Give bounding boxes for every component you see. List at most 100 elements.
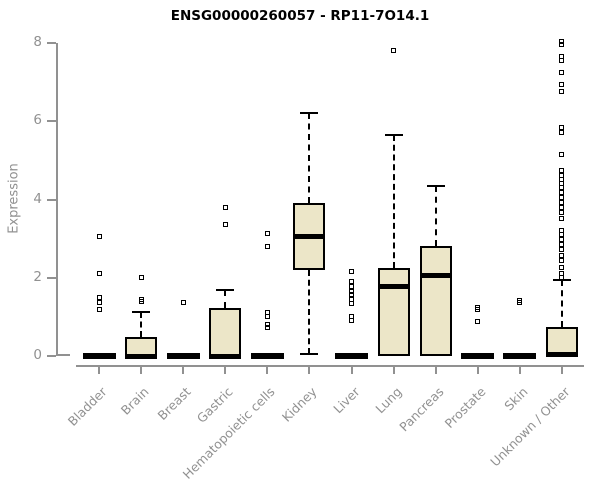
median-unknown-other: [545, 351, 578, 357]
outlier-point-unknown-other: [559, 167, 565, 173]
x-axis-tick: [98, 365, 100, 374]
outlier-point-lung: [391, 48, 397, 54]
upper-whisker-pancreas: [434, 185, 437, 246]
y-axis-foot: [56, 354, 70, 356]
median-brain: [125, 353, 158, 359]
x-axis-tick: [434, 365, 437, 374]
outlier-point-bladder: [96, 271, 102, 277]
outlier-point-unknown-other: [559, 200, 565, 206]
outlier-point-unknown-other: [559, 124, 565, 130]
outlier-point-unknown-other: [559, 241, 565, 247]
upper-whisker-unknown-other: [560, 279, 563, 327]
lower-whisker-cap-kidney: [300, 353, 319, 356]
upper-whisker-lung: [392, 134, 395, 268]
outlier-point-bladder: [96, 307, 102, 313]
outlier-point-unknown-other: [559, 275, 565, 281]
outlier-point-prostate: [475, 319, 481, 325]
median-gastric: [209, 353, 242, 359]
outlier-point-hematopoietic-cells: [264, 325, 270, 331]
outlier-point-unknown-other: [559, 265, 565, 271]
outlier-point-prostate: [475, 307, 481, 313]
upper-whisker-cap-lung: [384, 133, 403, 136]
outlier-point-unknown-other: [559, 89, 565, 95]
y-axis-tick: [47, 355, 56, 357]
outlier-point-breast: [180, 299, 186, 305]
outlier-point-liver: [349, 318, 355, 324]
x-axis-tick: [140, 365, 143, 374]
y-tick-label: 0: [33, 347, 42, 363]
outlier-point-unknown-other: [559, 247, 565, 253]
outlier-point-unknown-other: [559, 237, 565, 243]
x-axis-tick: [476, 365, 479, 374]
flatbox-skin: [503, 353, 537, 359]
outlier-point-unknown-other: [559, 270, 565, 276]
flatbox-bladder: [82, 353, 116, 359]
x-axis-tick: [392, 365, 395, 374]
outlier-point-bladder: [96, 234, 102, 240]
outlier-point-unknown-other: [559, 252, 565, 258]
x-axis-tick: [518, 365, 521, 374]
x-axis-tick: [350, 365, 353, 374]
upper-whisker-cap-brain: [132, 310, 151, 313]
outlier-point-hematopoietic-cells: [264, 322, 270, 328]
outlier-point-bladder: [96, 299, 102, 305]
outlier-point-liver: [349, 300, 355, 306]
outlier-point-unknown-other: [559, 152, 565, 157]
outlier-point-unknown-other: [559, 130, 565, 136]
flatbox-hematopoietic-cells: [250, 353, 284, 359]
box-gastric: [209, 308, 242, 356]
outlier-point-brain: [138, 298, 144, 304]
outlier-point-unknown-other: [559, 81, 565, 87]
y-axis-tick: [47, 120, 56, 123]
flatbox-prostate: [461, 353, 495, 359]
outlier-point-unknown-other: [559, 232, 565, 238]
median-pancreas: [419, 272, 452, 278]
outlier-point-skin: [517, 300, 523, 306]
x-axis-tick: [182, 365, 185, 374]
outlier-point-unknown-other: [559, 195, 565, 201]
box-lung: [377, 267, 410, 356]
x-axis-line: [76, 365, 584, 367]
outlier-point-liver: [349, 279, 355, 285]
outlier-point-unknown-other: [559, 215, 565, 221]
y-tick-label: 6: [33, 112, 42, 129]
outlier-point-prostate: [475, 304, 481, 310]
outlier-point-hematopoietic-cells: [264, 313, 270, 319]
y-axis-tick: [47, 42, 56, 44]
box-pancreas: [419, 245, 452, 356]
flatbox-breast: [166, 353, 200, 359]
upper-whisker-brain: [140, 311, 143, 338]
x-axis-tick: [266, 365, 269, 374]
y-axis-tick: [47, 198, 56, 201]
outlier-point-unknown-other: [559, 172, 565, 178]
upper-whisker-kidney: [308, 113, 311, 204]
outlier-point-unknown-other: [559, 227, 565, 233]
outlier-point-unknown-other: [559, 209, 565, 215]
outlier-point-liver: [349, 269, 355, 275]
upper-whisker-cap-pancreas: [426, 184, 445, 187]
outlier-point-unknown-other: [559, 58, 565, 64]
x-axis-tick: [560, 365, 563, 374]
y-axis-tick: [47, 276, 56, 279]
flatbox-liver: [335, 353, 369, 359]
median-lung: [377, 283, 410, 289]
y-tick-label: 4: [33, 190, 42, 207]
outlier-point-gastric: [222, 204, 228, 210]
outlier-point-unknown-other: [559, 185, 565, 191]
y-tick-label: 2: [33, 268, 42, 285]
chart-title: ENSG00000260057 - RP11-7O14.1: [170, 8, 430, 24]
y-tick-label: 8: [33, 34, 42, 50]
x-axis-tick: [224, 365, 227, 374]
outlier-point-unknown-other: [559, 204, 565, 210]
lower-whisker-kidney: [308, 269, 311, 355]
outlier-point-brain: [138, 275, 144, 281]
x-axis-tick: [308, 365, 311, 374]
upper-whisker-cap-gastric: [216, 288, 235, 291]
outlier-point-bladder: [96, 294, 102, 300]
outlier-point-hematopoietic-cells: [264, 230, 270, 236]
upper-whisker-gastric: [224, 289, 227, 309]
y-axis-line: [56, 43, 58, 356]
outlier-point-unknown-other: [559, 190, 565, 196]
outlier-point-unknown-other: [559, 69, 565, 75]
